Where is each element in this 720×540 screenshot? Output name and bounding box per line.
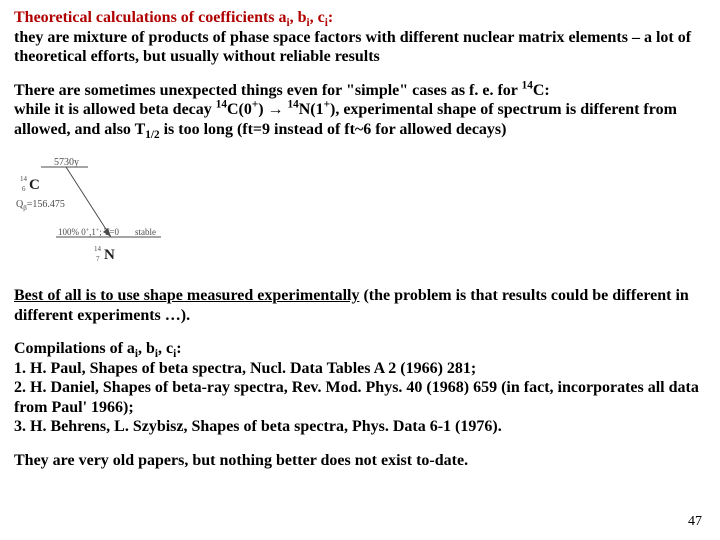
parent-Z: 6 (22, 185, 26, 193)
txt: Compilations of a (14, 340, 135, 357)
para-compilations: Compilations of ai, bi, ci: 1. H. Paul, … (14, 339, 706, 437)
txt: C(0 (227, 101, 252, 118)
txt: , c (310, 9, 325, 26)
underlined-text: Best of all is to use shape measured exp… (14, 287, 359, 304)
daughter-symbol: N (104, 247, 115, 263)
txt: is too long (ft=9 instead of ft~6 for al… (160, 121, 507, 138)
parent-symbol: C (29, 177, 40, 193)
ref-3: 3. H. Behrens, L. Szybisz, Shapes of bet… (14, 418, 502, 435)
txt: ) (258, 101, 267, 118)
sup-14: 14 (216, 99, 227, 111)
para-closing: They are very old papers, but nothing be… (14, 451, 706, 471)
txt: There are sometimes unexpected things ev… (14, 82, 522, 99)
txt: C: (533, 82, 550, 99)
heading-theoretical: Theoretical calculations of coefficients… (14, 9, 333, 26)
sup-14: 14 (522, 79, 533, 91)
txt: while it is allowed beta decay (14, 101, 216, 118)
txt: Theoretical calculations of coefficients… (14, 9, 287, 26)
para-unexpected: There are sometimes unexpected things ev… (14, 81, 706, 140)
txt: N(1 (299, 101, 324, 118)
arrow-icon: → (268, 101, 284, 118)
ref-1: 1. H. Paul, Shapes of beta spectra, Nucl… (14, 360, 476, 377)
level-right: stable (135, 227, 156, 237)
sup-14: 14 (288, 99, 299, 111)
txt: : (328, 9, 333, 26)
txt: : (176, 340, 181, 357)
halflife-text: 5730y (54, 157, 79, 168)
para-best: Best of all is to use shape measured exp… (14, 286, 706, 325)
txt: , c (158, 340, 173, 357)
parent-A: 14 (20, 175, 28, 183)
q-label: Qβ=156.475 (16, 199, 65, 212)
daughter-Z: 7 (96, 255, 100, 263)
level-left: 100% 0+,1+; T=0 (58, 227, 119, 237)
ref-2: 2. H. Daniel, Shapes of beta-ray spectra… (14, 379, 699, 416)
decay-scheme-diagram: 5730y C 14 6 Qβ=156.475 100% 0+,1+; T=0 … (16, 155, 166, 275)
txt: , b (290, 9, 307, 26)
body-text: they are mixture of products of phase sp… (14, 29, 691, 66)
sub-half: 1/2 (145, 129, 159, 141)
txt: , b (138, 340, 155, 357)
slide: Theoretical calculations of coefficients… (0, 0, 720, 540)
page-number: 47 (688, 514, 702, 530)
daughter-A: 14 (94, 245, 102, 253)
para-coefficients: Theoretical calculations of coefficients… (14, 8, 706, 67)
